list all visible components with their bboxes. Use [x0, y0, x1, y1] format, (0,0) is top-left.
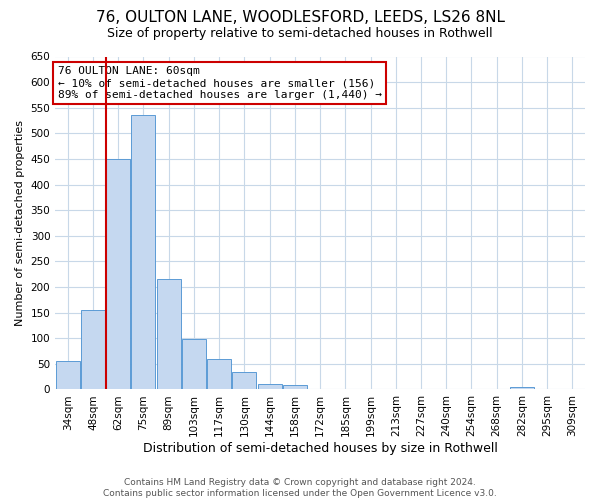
Bar: [257, 384, 281, 390]
Bar: [510, 387, 534, 390]
Text: 76, OULTON LANE, WOODLESFORD, LEEDS, LS26 8NL: 76, OULTON LANE, WOODLESFORD, LEEDS, LS2…: [95, 10, 505, 25]
Bar: [106, 159, 130, 390]
X-axis label: Distribution of semi-detached houses by size in Rothwell: Distribution of semi-detached houses by …: [143, 442, 497, 455]
Text: 76 OULTON LANE: 60sqm
← 10% of semi-detached houses are smaller (156)
89% of sem: 76 OULTON LANE: 60sqm ← 10% of semi-deta…: [58, 66, 382, 100]
Text: Contains HM Land Registry data © Crown copyright and database right 2024.
Contai: Contains HM Land Registry data © Crown c…: [103, 478, 497, 498]
Bar: [81, 310, 105, 390]
Bar: [157, 280, 181, 390]
Bar: [207, 358, 231, 390]
Text: Size of property relative to semi-detached houses in Rothwell: Size of property relative to semi-detach…: [107, 28, 493, 40]
Bar: [283, 386, 307, 390]
Y-axis label: Number of semi-detached properties: Number of semi-detached properties: [15, 120, 25, 326]
Bar: [232, 372, 256, 390]
Bar: [56, 362, 80, 390]
Bar: [131, 116, 155, 390]
Bar: [182, 340, 206, 390]
